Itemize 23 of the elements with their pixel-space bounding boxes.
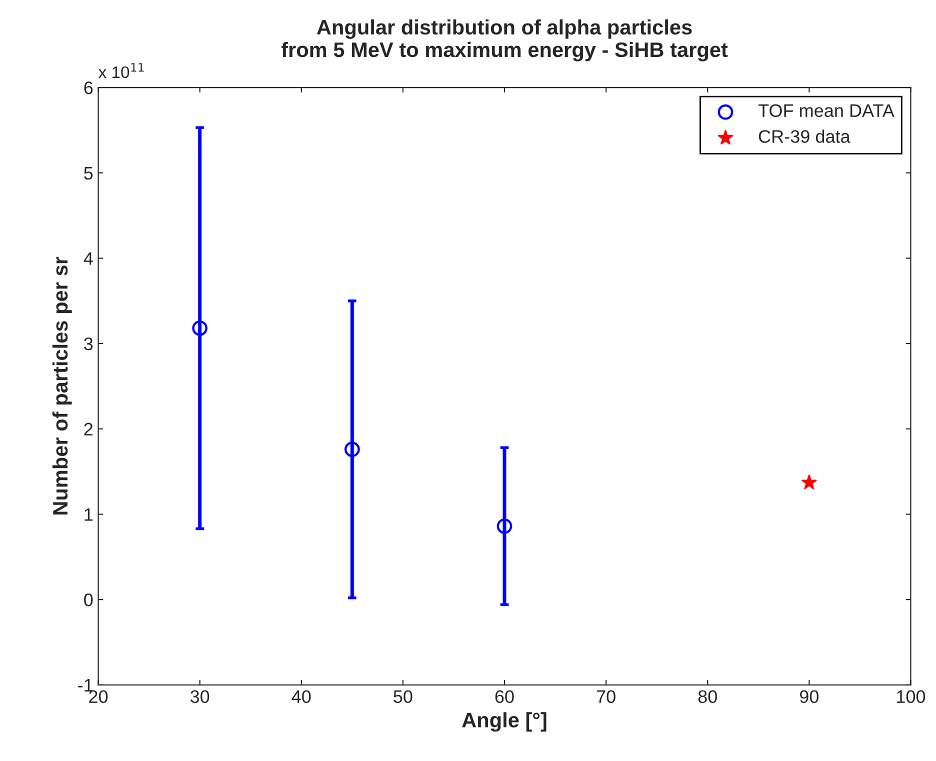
chart-title: Angular distribution of alpha particles from 5 MeV to maximum energy - SiHB target [281, 19, 728, 62]
y-tick-label: 5 [84, 166, 93, 180]
x-tick-label: 40 [292, 690, 311, 704]
y-tick-label: 6 [84, 81, 93, 94]
y-tick-label: 2 [84, 422, 93, 436]
x-tick-label: 80 [698, 690, 717, 704]
x-tick-label: 60 [495, 690, 514, 704]
y-tick-label: 1 [84, 508, 93, 521]
text: x 10$^{11}$ [98, 63, 144, 78]
y-axis-title: Number of particles per sr [52, 256, 72, 514]
legend-label: TOF mean DATA [758, 104, 894, 118]
legend-label: CR-39 data [758, 130, 850, 143]
x-tick-label: 100 [897, 690, 926, 704]
y-tick-label: 3 [84, 337, 93, 350]
x-tick-label: 70 [596, 690, 616, 704]
x-tick-label: 50 [394, 690, 412, 704]
x-tick-label: 20 [89, 690, 108, 704]
x-tick-label: 90 [800, 690, 819, 704]
y-tick-label: 0 [84, 593, 93, 606]
y-tick-label: -1 [78, 679, 93, 692]
x-tick-label: 30 [190, 690, 210, 704]
y-tick-label: 4 [84, 252, 93, 265]
x-axis-title: Angle [°] [462, 712, 546, 732]
